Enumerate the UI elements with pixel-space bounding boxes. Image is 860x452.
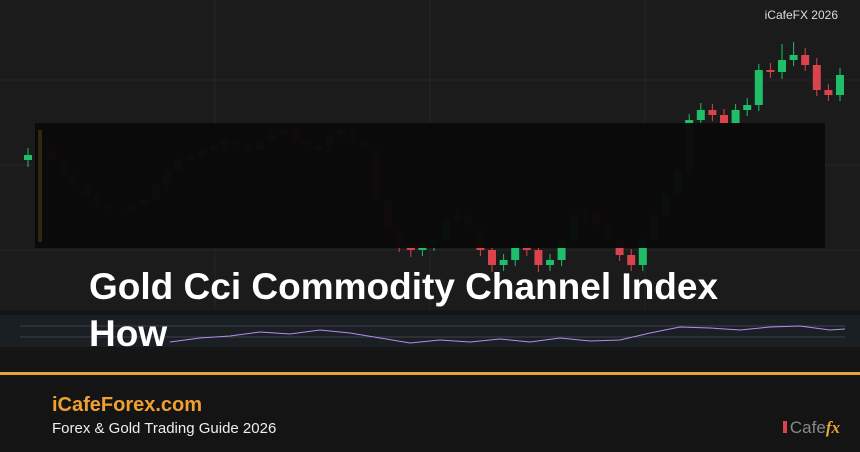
candle-body bbox=[627, 255, 636, 265]
watermark: iCafeFX 2026 bbox=[764, 8, 838, 22]
candle-body bbox=[778, 60, 786, 72]
candle-body bbox=[731, 110, 740, 125]
logo-accent: fx bbox=[825, 418, 840, 437]
candle-body bbox=[511, 245, 520, 260]
candle-body bbox=[824, 90, 833, 95]
logo: Cafefx bbox=[782, 418, 840, 438]
candle-body bbox=[638, 240, 647, 265]
candle-body bbox=[24, 155, 32, 160]
candle-body bbox=[836, 75, 844, 95]
candle-body bbox=[546, 260, 554, 265]
candle-body bbox=[801, 55, 810, 65]
logo-main: Cafe bbox=[789, 418, 826, 437]
candle-body bbox=[696, 110, 705, 120]
candle-body bbox=[789, 55, 798, 60]
candle-body bbox=[534, 250, 543, 265]
candle-body bbox=[708, 110, 717, 115]
candle-body bbox=[488, 250, 496, 265]
candle-body bbox=[557, 240, 566, 260]
site-name: iCafeForex.com bbox=[52, 394, 203, 416]
candle-body bbox=[743, 105, 752, 110]
indicator-panel bbox=[0, 315, 860, 347]
candle-body bbox=[754, 70, 763, 105]
candle-body bbox=[720, 115, 728, 125]
subtitle: Forex & Gold Trading Guide 2026 bbox=[52, 420, 277, 437]
candle-body bbox=[766, 70, 775, 72]
title: Gold Cci Commodity Channel Index How bbox=[89, 266, 719, 354]
candle-body bbox=[499, 260, 508, 265]
indicator-line bbox=[169, 325, 846, 344]
footer: iCafeForex.com Forex & Gold Trading Guid… bbox=[0, 372, 860, 452]
candle-body bbox=[812, 65, 821, 90]
